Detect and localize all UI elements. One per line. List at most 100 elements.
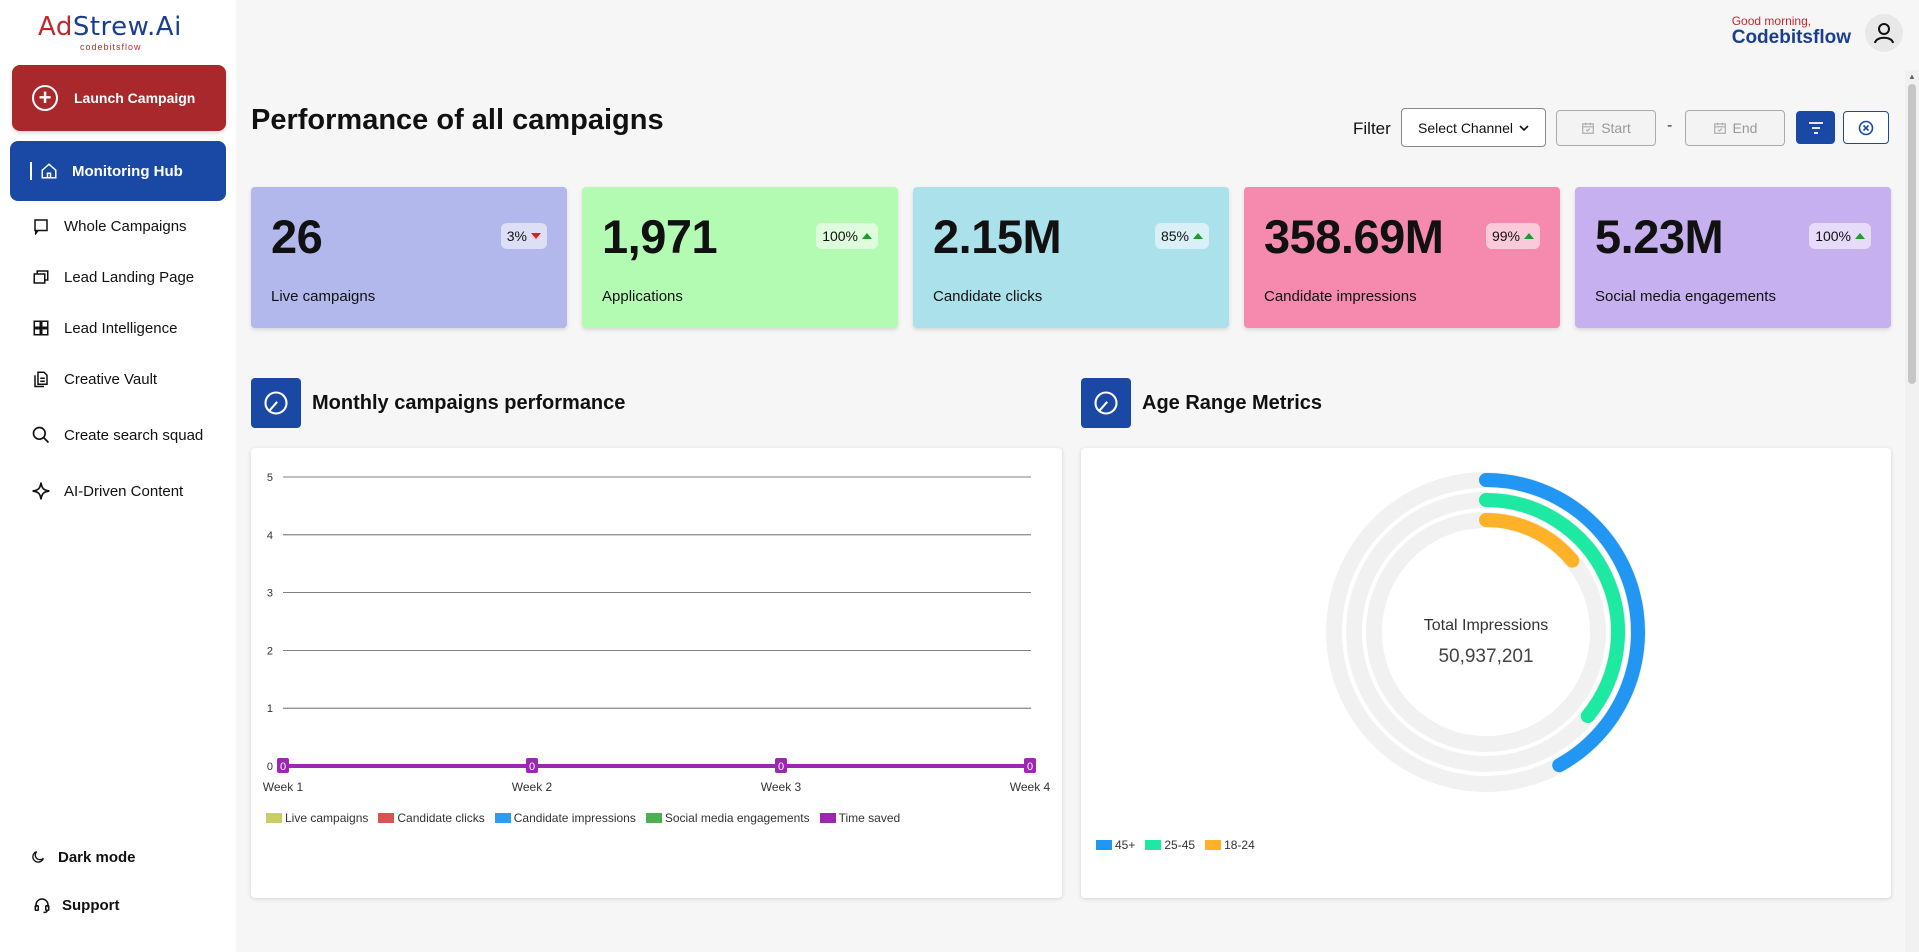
stat-card: 358.69M 99% Candidate impressions [1244,187,1560,328]
legend-label: 18-24 [1224,838,1255,852]
y-tick-label: 5 [267,472,273,484]
start-date-input[interactable]: Start [1556,110,1656,146]
legend-item[interactable]: Social media engagements [645,811,810,825]
svg-text:0: 0 [529,761,535,773]
apply-filter-button[interactable] [1796,111,1835,144]
brand-logo[interactable]: AdStrew.Ai codebitsflow [38,12,198,54]
radial-bar [1479,513,1580,568]
age-range-heading: Age Range Metrics [1081,378,1322,428]
legend-item[interactable]: 18-24 [1205,838,1255,852]
data-point-label: 0 [277,758,289,773]
radial-bar [1479,473,1645,773]
brand-name-prefix: Ad [38,12,73,42]
home-icon [41,163,57,179]
sidebar-item-lead-landing-page[interactable]: Lead Landing Page [30,264,194,290]
channel-select[interactable]: Select Channel [1401,108,1546,147]
legend-label: Candidate clicks [397,811,485,825]
legend-item[interactable]: Candidate clicks [378,811,485,825]
legend-label: 25-45 [1164,838,1196,852]
sidebar-item-label: Lead Intelligence [64,319,178,337]
svg-text:0: 0 [280,761,286,773]
dark-mode-toggle[interactable]: Dark mode [28,844,136,870]
legend-label: Social media engagements [664,811,810,825]
data-point-label: 0 [775,758,787,773]
stat-change: 100% [1815,228,1851,244]
trend-up-icon [1524,233,1534,239]
active-indicator [30,162,32,180]
monthly-performance-title: Monthly campaigns performance [312,391,626,414]
stat-change: 99% [1491,228,1520,244]
legend-swatch [494,813,511,823]
sidebar-item-label: Whole Campaigns [64,217,187,235]
monthly-performance-heading: Monthly campaigns performance [251,378,625,428]
stat-label: Live campaigns [271,288,376,305]
scrollbar-thumb[interactable] [1908,84,1916,384]
chat-square-icon [30,215,52,237]
stat-card: 5.23M 100% Social media engagements [1575,187,1891,328]
legend-item[interactable]: Time saved [819,811,900,825]
legend-swatch [1096,840,1112,850]
x-tick-label: Week 3 [761,780,802,794]
channel-select-value: Select Channel [1418,119,1513,136]
user-avatar[interactable] [1865,14,1903,52]
stat-card: 2.15M 85% Candidate clicks [913,187,1229,328]
y-tick-label: 0 [267,761,273,773]
scroll-up-arrow-icon[interactable]: ▲ [1908,72,1916,81]
filter-label: Filter [1353,119,1391,138]
sparkle-icon [30,480,52,502]
stat-label: Candidate impressions [1264,288,1417,305]
trend-down-icon [531,233,541,239]
y-tick-label: 1 [267,703,273,715]
calendar-icon [1582,122,1595,134]
legend-item[interactable]: 45+ [1096,838,1135,852]
sidebar-item-lead-intelligence[interactable]: Lead Intelligence [30,315,177,341]
brand-name-rest: Strew.Ai [72,12,182,42]
files-icon [30,368,52,390]
support-label: Support [62,896,120,914]
close-circle-icon [1858,120,1874,135]
chevron-down-icon [1519,124,1529,131]
sidebar-item-ai-driven-content[interactable]: AI-Driven Content [30,478,183,504]
page-scrollbar[interactable]: ▲ [1905,70,1919,952]
stat-change: 3% [506,228,527,244]
stat-change-badge: 100% [1809,223,1871,249]
stat-change: 85% [1160,228,1189,244]
donut-center-label: Total Impressions [1424,617,1549,634]
sidebar-item-label: AI-Driven Content [64,482,184,500]
monthly-chart-panel: 0 1 2 3 4 5 0 0 0 0 Week 1 Week 2 Week 3 Week 4 Live … [251,448,1062,898]
y-tick-label: 4 [267,530,273,542]
moon-icon [28,847,48,867]
sidebar-item-create-search-squad[interactable]: Create search squad [30,422,203,448]
radial-bar [1479,493,1625,724]
legend-swatch [378,813,395,823]
stat-change-badge: 85% [1154,223,1209,249]
legend-item[interactable]: Live campaigns [266,811,368,825]
end-date-input[interactable]: End [1685,110,1785,146]
user-icon [1874,23,1894,44]
legend-swatch [645,813,662,823]
stat-change-badge: 3% [500,223,547,249]
legend-item[interactable]: Candidate impressions [494,811,636,825]
sidebar-item-whole-campaigns[interactable]: Whole Campaigns [30,213,187,239]
launch-campaign-button[interactable]: + Launch Campaign [12,65,226,131]
end-date-placeholder: End [1732,120,1758,136]
headset-icon [32,895,52,915]
stat-change: 100% [822,228,858,244]
gauge-icon [1081,378,1131,428]
support-link[interactable]: Support [32,892,120,918]
stat-label: Candidate clicks [933,288,1043,305]
stat-label: Applications [602,288,683,305]
sidebar-item-creative-vault[interactable]: Creative Vault [30,366,157,392]
data-point-label: 0 [526,758,538,773]
age-range-panel: Total Impressions 50,937,201 45+ 25-45 18-2… [1081,448,1891,898]
greeting: Good morning, Codebitsflow [1732,14,1851,48]
line-chart-legend: Live campaigns Candidate clicks Candidate … [266,811,900,825]
y-tick-label: 2 [267,645,273,657]
sidebar-item-monitoring-hub[interactable]: Monitoring Hub [10,141,226,201]
legend-swatch [1145,840,1162,850]
donut-center-value: 50,937,201 [1438,646,1533,667]
stat-change-badge: 99% [1485,223,1540,249]
legend-item[interactable]: 25-45 [1145,838,1195,852]
clear-filter-button[interactable] [1843,111,1889,144]
trend-up-icon [1855,233,1865,239]
